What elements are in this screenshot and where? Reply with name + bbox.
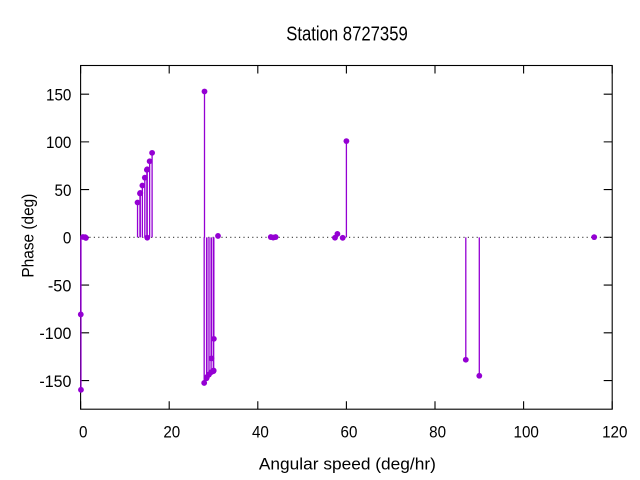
svg-text:Angular speed (deg/hr): Angular speed (deg/hr) xyxy=(259,455,436,474)
svg-text:0: 0 xyxy=(79,422,88,441)
svg-text:Phase (deg): Phase (deg) xyxy=(18,194,37,278)
svg-text:60: 60 xyxy=(341,422,358,441)
svg-text:20: 20 xyxy=(163,422,180,441)
svg-text:-150: -150 xyxy=(39,372,71,391)
svg-text:0: 0 xyxy=(63,229,72,248)
svg-text:100: 100 xyxy=(514,422,539,441)
svg-text:40: 40 xyxy=(252,422,269,441)
svg-text:120: 120 xyxy=(602,422,627,441)
svg-text:50: 50 xyxy=(55,181,72,200)
svg-text:-50: -50 xyxy=(48,276,72,295)
svg-text:150: 150 xyxy=(46,85,71,104)
svg-text:80: 80 xyxy=(429,422,446,441)
svg-text:-100: -100 xyxy=(39,324,71,343)
svg-text:Station 8727359: Station 8727359 xyxy=(286,24,408,46)
svg-text:100: 100 xyxy=(46,133,71,152)
